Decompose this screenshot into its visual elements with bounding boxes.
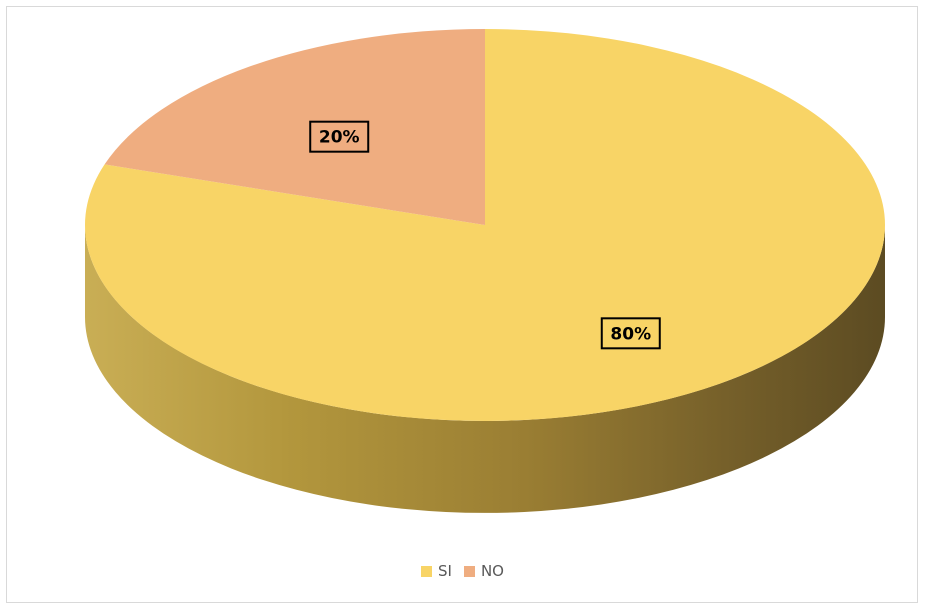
pie-slice-no [104,29,485,225]
legend-item-no: NO [463,562,504,580]
data-label-box [309,120,370,153]
legend-label: NO [480,562,504,580]
legend-swatch-no [463,565,475,577]
legend-swatch-si [421,565,432,577]
data-label-text: 80% [610,324,651,344]
legend-item-si: SI [421,562,452,580]
legend-label: SI [438,562,452,580]
data-label-text: 20% [319,128,360,148]
data-label-si: 80% [600,317,661,350]
pie-side-wall [85,225,885,513]
legend: SI NO [0,562,925,580]
data-label-no: 20% [309,120,370,153]
data-label-box [600,317,661,350]
